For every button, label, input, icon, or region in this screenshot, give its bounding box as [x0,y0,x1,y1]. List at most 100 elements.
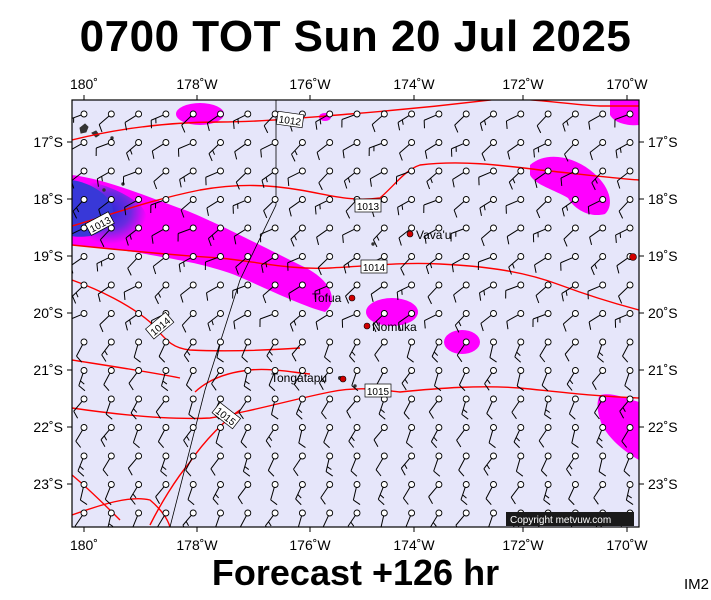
wind-barb [177,139,197,157]
wind-barb [430,424,443,448]
wind-barb [129,481,143,505]
wind-barb [508,253,525,275]
wind-barb [233,224,252,245]
wind-barb [180,196,197,218]
wind-barb [398,224,416,246]
wind-barb [157,509,170,527]
wind-barb [506,310,525,330]
wind-barb [324,338,334,363]
wind-barb [124,196,143,216]
wind-barb [423,110,443,129]
wind-barb [486,395,497,420]
wind-barb [543,481,552,506]
wind-barb [293,367,306,391]
wind-barb [288,196,306,217]
wind-barb [265,424,279,448]
wind-barb [560,253,579,271]
wind-barb [508,167,525,190]
wind-barb [72,253,88,274]
isobar-labels-layer: 1012 1013 1013 1014 1014 1015 [84,110,392,430]
wind-barb [568,395,579,420]
wind-barb [215,424,224,449]
wind-barb [291,338,306,362]
wind-barb [532,224,552,243]
wind-barb [72,110,88,123]
svg-text:Tongatapu: Tongatapu [271,371,327,385]
wind-barb [564,338,579,362]
wind-barb [539,338,552,363]
wind-barb [368,139,388,156]
wind-barb [132,424,143,449]
wind-barb [207,224,224,247]
wind-barb [516,367,525,391]
wind-barb [132,509,143,527]
y-tick-label: 20˚S [33,305,63,321]
wind-barb [259,224,279,243]
wind-barb [160,452,170,477]
wind-barb [315,110,334,130]
wind-barb [297,509,306,527]
wind-barb [215,509,224,527]
wind-barb [260,139,279,158]
wind-barb [451,253,470,273]
wind-barb [513,424,525,449]
svg-text:1015: 1015 [367,387,390,398]
wind-barb [454,110,470,133]
wind-barb [322,509,334,527]
wind-barb [75,424,88,448]
y-axis-left: 17˚S 18˚S 19˚S 20˚S 21˚S 22˚S 23˚S [33,134,72,492]
wind-barb [72,139,88,150]
wind-barb [234,139,252,160]
wind-barb [566,367,579,391]
wind-barb [561,196,579,217]
wind-barb [79,481,88,505]
wind-barb [593,481,607,505]
wind-barb [232,196,252,214]
wind-barb [505,281,525,299]
wind-barb [425,253,443,275]
y-tick-label: 23˚S [648,476,678,492]
places-layer: Vava'u Tofua Nomuka Tongatapu [271,228,637,385]
wind-barb [489,338,497,363]
wind-barb [157,424,170,448]
wind-barb [591,367,607,390]
wind-barb [372,310,388,333]
wind-barb [179,167,197,188]
wind-barb [370,281,388,303]
y-axis-right: 17˚S 18˚S 19˚S 20˚S 21˚S 22˚S 23˚S [639,134,678,492]
wind-barb [424,224,443,244]
wind-barb [177,224,197,242]
wind-barb [571,424,579,448]
wind-barb [454,310,470,333]
wind-barb [151,224,170,244]
wind-barb [267,452,279,477]
wind-barb [479,196,497,216]
y-tick-label: 21˚S [33,362,63,378]
isobar-label: 1014 [360,259,388,274]
wind-barb [125,224,143,246]
wind-barb [458,452,470,477]
wind-barb [621,424,634,448]
wind-barb [290,224,306,247]
wind-barb [206,196,224,216]
wind-barb [424,139,443,159]
wind-barb [315,310,334,330]
x-axis-top: 180˚ 178˚W 176˚W 174˚W 172˚W 170˚W [70,76,648,100]
wind-barb [154,281,170,305]
y-tick-label: 23˚S [33,476,63,492]
y-tick-label: 18˚S [33,191,63,207]
x-tick-label: 170˚W [606,537,648,553]
wind-barb [594,395,607,420]
wind-barb [122,167,143,185]
wind-barb [479,281,497,301]
wind-barb [183,424,197,448]
wind-barb [351,367,361,392]
wind-barb [242,452,252,477]
wind-barb [102,452,115,477]
wind-barb [151,139,170,159]
wind-barb [99,310,115,333]
wind-barb [259,310,279,327]
wind-barb [507,139,525,160]
svg-text:Tofua: Tofua [312,291,342,305]
wind-barb [373,424,388,447]
